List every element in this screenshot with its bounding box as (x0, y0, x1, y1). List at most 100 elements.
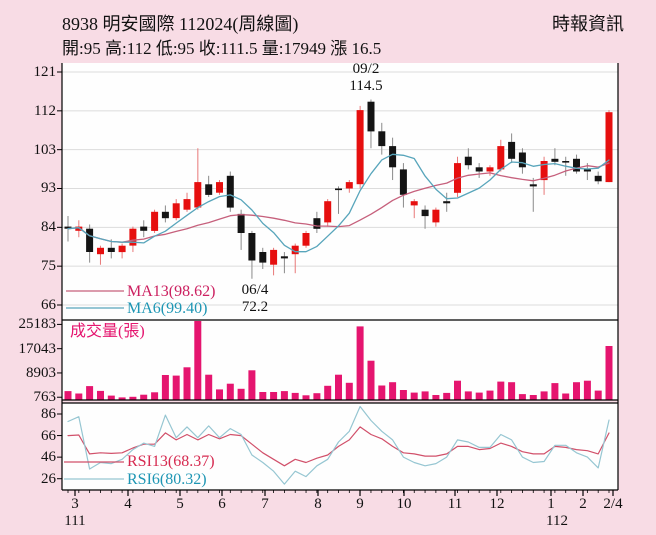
volume-bar (497, 381, 505, 400)
candle-up (410, 201, 418, 206)
candle-down (551, 158, 559, 162)
volume-bar (562, 393, 570, 400)
volume-bar (399, 390, 407, 400)
volume-bar (226, 383, 234, 400)
candle-down (583, 169, 591, 172)
volume-bar (161, 375, 169, 400)
rsi-axis-label: 86 (41, 406, 56, 422)
source-label: 時報資訊 (552, 14, 624, 34)
candle-down (205, 184, 213, 195)
candle-down (399, 169, 407, 195)
price-axis-label: 84 (41, 219, 56, 236)
price-axis-label: 121 (33, 64, 57, 80)
candle-up (129, 228, 137, 246)
volume-bar (205, 374, 213, 400)
low-annotation-value: 72.2 (241, 299, 269, 315)
volume-bar (529, 395, 537, 400)
candle-down (378, 131, 386, 147)
month-label: 12 (489, 496, 505, 512)
candle-down (280, 256, 288, 259)
rsi6-line (67, 405, 610, 485)
candle-down (389, 146, 397, 168)
volume-bar (194, 321, 202, 400)
volume-bar (313, 393, 321, 400)
volume-bar (86, 386, 94, 400)
candle-up (356, 110, 364, 185)
candle-down (518, 152, 526, 168)
candle-down (562, 161, 570, 163)
price-axis-label: 75 (41, 258, 56, 275)
volume-bar (107, 395, 115, 400)
candle-down (107, 247, 115, 252)
volume-bar (475, 392, 483, 400)
volume-bar (367, 360, 375, 400)
rsi-axis-label: 66 (41, 427, 56, 444)
volume-bar (389, 382, 397, 400)
candle-down (529, 184, 537, 187)
candle-down (443, 201, 451, 204)
price-axis-label: 93 (41, 180, 56, 197)
volume-bar (280, 391, 288, 400)
volume-bar (356, 326, 364, 400)
year-label: 111 (64, 513, 86, 529)
candle-up (97, 247, 104, 255)
volume-axis-label: 25183 (18, 316, 57, 333)
candle-up (75, 226, 83, 231)
month-label: 6 (218, 496, 226, 512)
candle-down (248, 233, 256, 261)
candle-up (216, 182, 223, 193)
volume-bar (237, 388, 245, 400)
volume-bar (216, 389, 223, 400)
volume-bar (97, 390, 104, 400)
volume-bar (432, 395, 440, 400)
volume-bar (518, 394, 526, 400)
candle-down (226, 175, 234, 208)
candle-down (594, 175, 602, 182)
month-label: 10 (396, 496, 412, 512)
volume-bar (443, 392, 451, 400)
candle-down (335, 188, 342, 191)
rsi6-legend: RSI6(80.32) (127, 471, 207, 488)
month-label: 1 (547, 496, 555, 512)
candle-up (432, 209, 440, 223)
volume-bar (486, 390, 494, 400)
volume-axis-label: 763 (33, 389, 57, 406)
volume-bar (335, 374, 342, 400)
month-label: 2 (579, 496, 587, 512)
candle-down (161, 211, 169, 219)
candle-down (475, 167, 483, 172)
volume-bar (605, 346, 613, 400)
candle-up (540, 161, 548, 181)
candle-down (140, 226, 148, 231)
volume-bar (573, 382, 580, 400)
volume-bar (118, 397, 126, 400)
candle-up (183, 199, 191, 210)
month-label: 8 (314, 496, 322, 512)
price-axis-label: 103 (33, 141, 57, 158)
month-label: 11 (447, 496, 463, 512)
volume-bar (140, 394, 148, 400)
candle-down (237, 213, 245, 233)
volume-bar (75, 393, 83, 400)
candle-down (259, 252, 267, 263)
candle-up (486, 167, 494, 172)
volume-bar (270, 392, 278, 400)
price-pane (62, 63, 618, 320)
candle-down (464, 156, 472, 166)
rsi13-legend: RSI13(68.37) (127, 453, 215, 470)
candle-up (302, 233, 310, 246)
candle-up (172, 203, 180, 219)
volume-bar (324, 385, 332, 400)
volume-pane-label: 成交量(張) (70, 323, 145, 340)
ma6-line (67, 153, 610, 253)
volume-bar (172, 375, 180, 400)
month-label: 4 (124, 496, 132, 512)
volume-bar (378, 385, 386, 400)
month-label: 9 (356, 496, 364, 512)
volume-bar (540, 391, 548, 400)
candle-up (497, 146, 505, 170)
rsi13-line (67, 426, 610, 467)
candle-down (508, 141, 516, 159)
candle-down (86, 228, 94, 252)
